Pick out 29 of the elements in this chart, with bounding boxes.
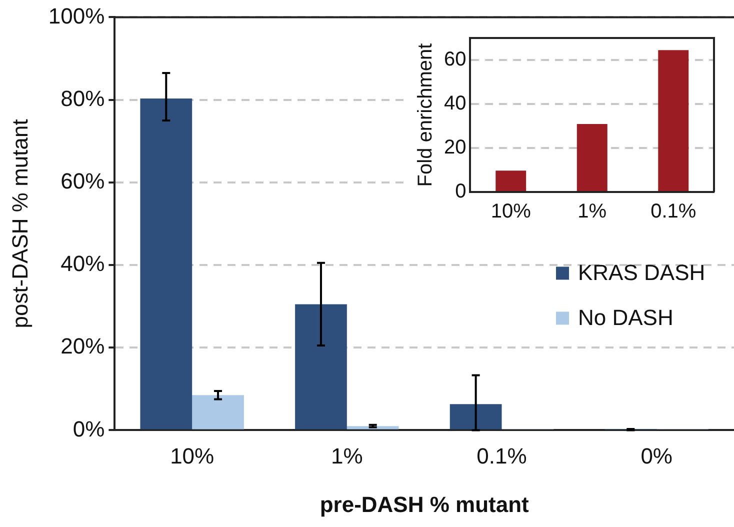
bar [192,395,244,430]
y-axis-title: post-DASH % mutant [7,119,32,328]
y-tick-label: 20% [60,334,105,359]
x-tick-label: 10% [490,200,532,223]
y-tick-label: 20 [444,136,466,159]
bar [140,98,192,430]
y-tick-label: 80% [60,86,105,111]
x-tick-label: 0.1% [476,443,527,468]
y-axis-title: Fold enrichment [414,42,437,187]
legend-label: KRAS DASH [578,260,706,285]
x-tick-label: 0% [640,443,672,468]
legend-label: No DASH [578,304,674,330]
y-tick-label: 60% [60,168,105,194]
bar [450,404,502,430]
y-tick-label: 40% [60,251,105,276]
bar [295,304,347,430]
y-tick-label: 100% [48,3,105,28]
x-tick-label: 10% [170,443,214,468]
y-tick-label: 0% [72,416,105,442]
y-tick-label: 0 [455,180,466,203]
x-tick-label: 0.1% [650,200,696,223]
x-axis-title: pre-DASH % mutant [320,492,530,517]
bar [658,50,689,191]
y-tick-label: 40 [444,92,466,115]
x-tick-label: 1% [578,200,607,223]
x-tick-label: 1% [331,443,363,468]
y-tick-label: 60 [444,48,466,71]
bar [496,170,526,191]
bar [576,124,608,191]
